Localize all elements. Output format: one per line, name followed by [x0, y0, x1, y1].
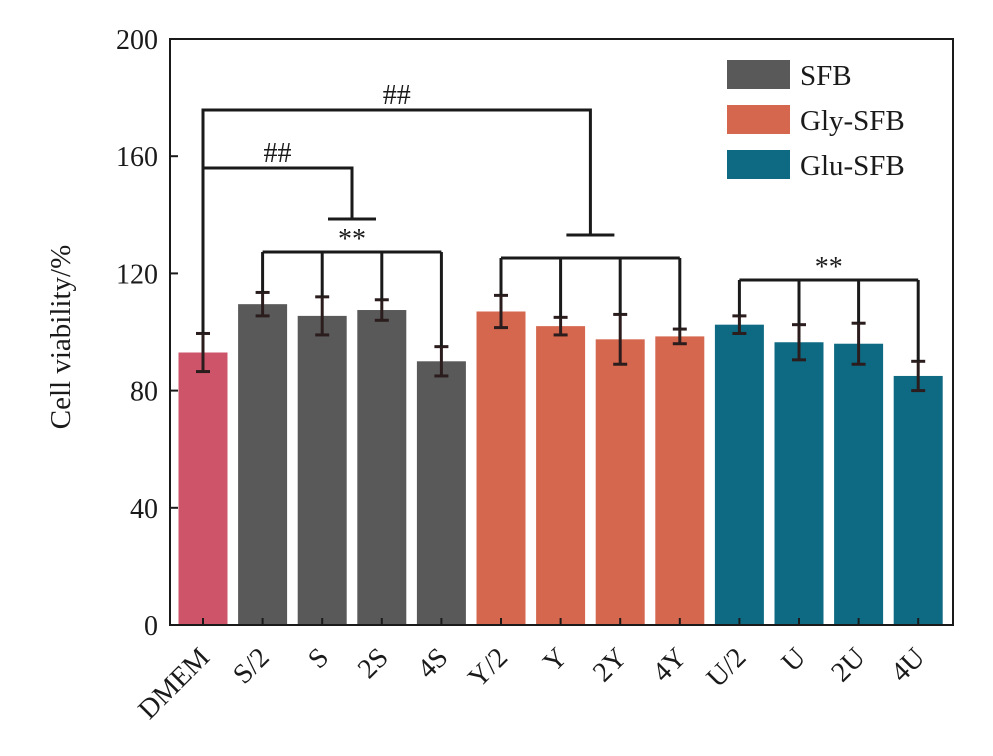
y-axis-title: Cell viability/% — [45, 245, 77, 429]
significance-label: ## — [264, 138, 292, 169]
error-bars-layer — [196, 290, 926, 393]
annotations-layer: ** ** ## ## — [201, 80, 920, 362]
bar-2u — [834, 343, 884, 625]
y-tick-label: 80 — [130, 377, 158, 408]
bracket-gly-group — [499, 256, 682, 330]
bar-y — [536, 326, 586, 625]
bar-s-half2 — [238, 304, 288, 625]
bar-2y — [595, 339, 645, 625]
bracket-dmem-vs-sfb: ## — [201, 138, 376, 334]
legend-label: Glu-SFB — [800, 150, 905, 182]
bar-u-half2 — [714, 324, 764, 625]
bracket-line — [201, 108, 592, 235]
bar-4u — [893, 375, 943, 625]
bars-layer — [178, 304, 943, 625]
legend-swatch — [727, 150, 790, 179]
legend-label: Gly-SFB — [800, 105, 905, 137]
legend-item: Gly-SFB — [727, 105, 905, 137]
bar-2s — [357, 310, 407, 625]
y-axis: 0 40 80 120 160 200 — [116, 25, 178, 642]
significance-label: ** — [338, 224, 366, 255]
bracket-line — [201, 166, 354, 334]
bar-dmem — [178, 352, 228, 625]
legend-item: Glu-SFB — [727, 150, 905, 182]
bracket-glu-group: ** — [737, 252, 920, 362]
y-tick-label: 120 — [116, 259, 158, 290]
y-tick-label: 200 — [116, 25, 158, 56]
bracket-sfb-group: ** — [261, 224, 443, 347]
legend-label: SFB — [800, 60, 852, 92]
significance-label: ** — [815, 252, 843, 283]
y-tick-label: 40 — [130, 494, 158, 525]
legend-swatch — [727, 105, 790, 134]
legend-item: SFB — [727, 60, 852, 92]
bracket-dmem-vs-gly: ## — [201, 80, 615, 237]
y-tick-label: 160 — [116, 142, 158, 173]
y-tick-label: 0 — [144, 611, 158, 642]
bar-u — [774, 342, 824, 625]
bar-4s — [416, 361, 466, 625]
significance-label: ## — [383, 80, 411, 111]
bar-s — [297, 315, 347, 625]
bar-y-half2 — [476, 311, 526, 625]
bar-4y — [655, 336, 705, 625]
legend: SFB Gly-SFB Glu-SFB — [727, 60, 905, 182]
legend-swatch — [727, 60, 790, 89]
